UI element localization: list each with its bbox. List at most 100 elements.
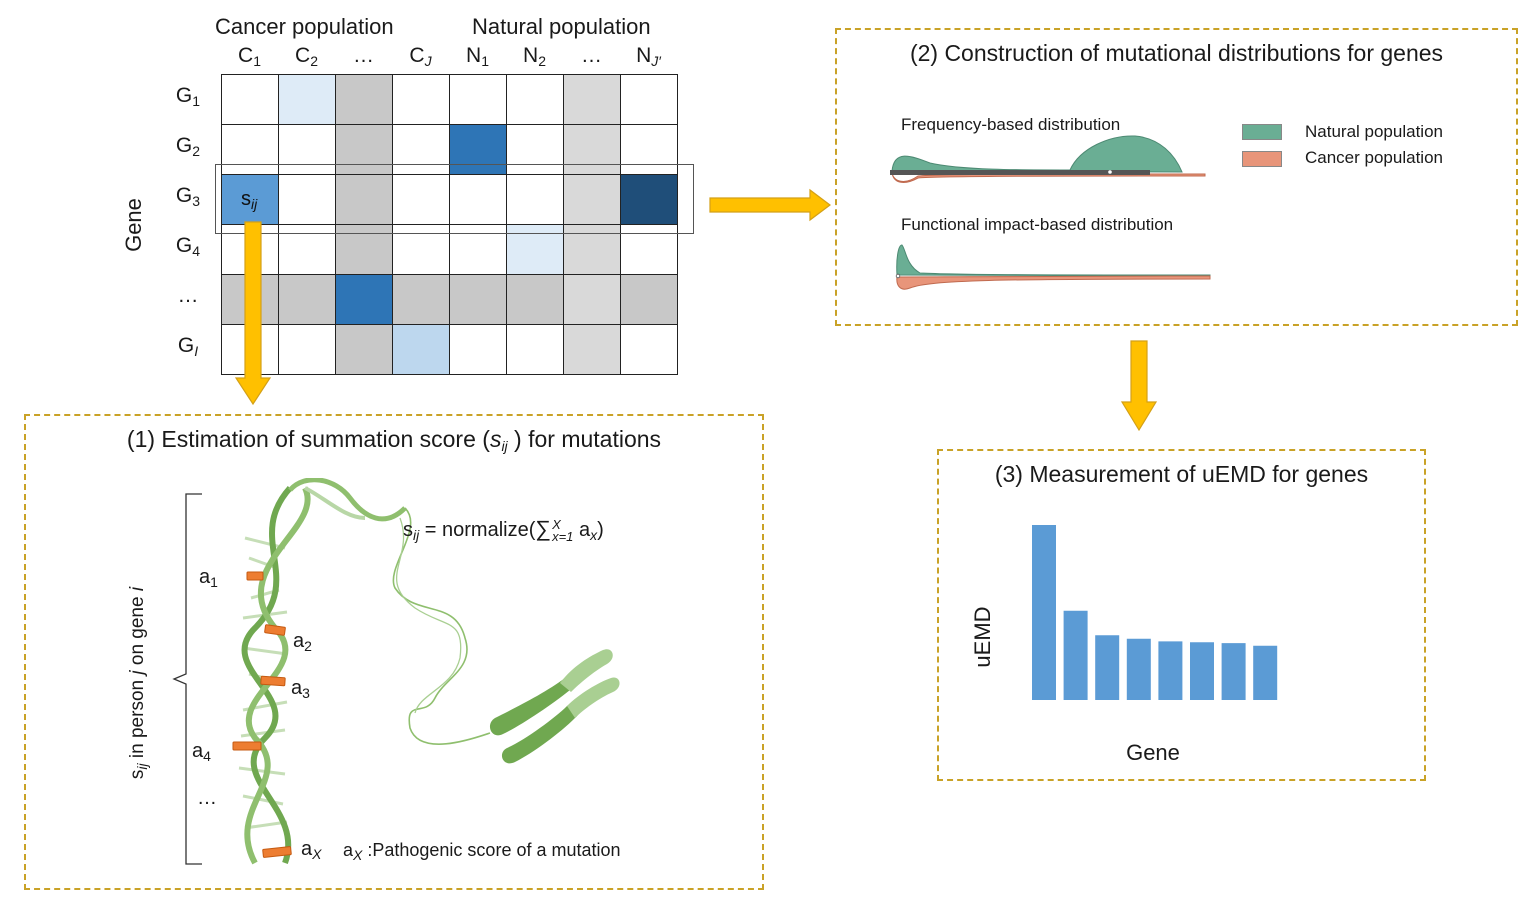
label-base: N [636, 44, 652, 67]
matrix-cell [450, 325, 507, 375]
arrow-right-to-panel2 [709, 188, 831, 222]
matrix-cell [507, 175, 564, 225]
matrix-cell [564, 175, 621, 225]
label-base: G [175, 134, 193, 157]
frequency-box [890, 170, 1150, 175]
matrix-cell [279, 125, 336, 175]
column-header: N1 [449, 44, 506, 69]
matrix-cell [507, 325, 564, 375]
uemd-bar [1032, 525, 1056, 700]
column-header: C2 [278, 44, 335, 69]
mutation-annotation: aX [301, 838, 321, 862]
column-header: N2 [506, 44, 563, 69]
matrix-cell [393, 125, 450, 175]
pathogenic-score-legend: aX :Pathogenic score of a mutation [343, 840, 621, 863]
functional-distribution-label: Functional impact-based distribution [901, 215, 1174, 234]
sij-cell-label: sij [241, 188, 257, 212]
uemd-bar-chart [1032, 525, 1278, 700]
mutation-marker-2 [264, 624, 286, 636]
matrix-cell [279, 75, 336, 125]
mutation-annotation: a3 [291, 677, 310, 701]
column-header: … [563, 44, 620, 68]
matrix-cell [279, 175, 336, 225]
functional-cancer-half [896, 275, 1211, 290]
column-header: C1 [221, 44, 278, 69]
label-base: a [293, 630, 305, 652]
legend-label: Cancer population [1305, 148, 1443, 167]
mutation-annotation: a1 [199, 566, 218, 590]
dna-illustration [232, 478, 620, 865]
matrix-cell [393, 75, 450, 125]
label-subscript: I [194, 343, 199, 359]
panel-1-title: (1) Estimation of summation score (sij )… [126, 426, 662, 454]
matrix-cell [507, 125, 564, 175]
label-base: a [199, 566, 211, 588]
uemd-bar [1063, 610, 1088, 700]
matrix-cell [222, 125, 279, 175]
brace [172, 493, 202, 865]
label-subscript: 2 [304, 638, 312, 654]
uemd-bar [1253, 645, 1278, 700]
matrix-cell [336, 75, 393, 125]
frequency-natural-half [891, 135, 1183, 173]
label-subscript: 2 [538, 53, 546, 69]
matrix-cell [507, 75, 564, 125]
matrix-cell [450, 275, 507, 325]
matrix-cell [450, 75, 507, 125]
arrow-down-to-panel1 [234, 221, 272, 406]
label-base: … [197, 787, 217, 809]
label-base: G [175, 184, 193, 207]
matrix-cell [336, 125, 393, 175]
label-subscript: J [424, 53, 432, 69]
row-header: G4 [168, 234, 208, 259]
matrix-cell [336, 325, 393, 375]
matrix-cell [336, 175, 393, 225]
legend-label: Natural population [1305, 122, 1443, 141]
brace-label: sij in person j on gene i [127, 586, 150, 780]
mutation-markers [232, 571, 292, 858]
functional-violin [895, 244, 1211, 290]
column-header: … [335, 44, 392, 68]
label-subscript: 1 [210, 574, 218, 590]
label-base: C [295, 44, 311, 67]
label-subscript: 2 [310, 53, 318, 69]
uemd-bar [1095, 635, 1120, 700]
row-header: GI [168, 334, 208, 359]
label-subscript: 4 [203, 748, 211, 764]
matrix-cell [621, 75, 678, 125]
sij-base: s [241, 188, 251, 210]
label-base: N [523, 44, 539, 67]
row-header: G1 [168, 84, 208, 109]
row-header: G2 [168, 134, 208, 159]
matrix-cell [450, 175, 507, 225]
panel-1-box [24, 414, 764, 890]
matrix-cell [564, 275, 621, 325]
label-subscript: X [312, 846, 322, 862]
chromosome-icon [489, 649, 620, 764]
mutation-annotation: a2 [293, 630, 312, 654]
functional-natural-half [896, 244, 1211, 277]
label-base: G [175, 234, 193, 257]
matrix-cell [279, 325, 336, 375]
label-base: G [177, 334, 195, 357]
label-subscript: 3 [302, 685, 310, 701]
gene-x-axis-label: Gene [1126, 740, 1180, 765]
matrix-cell [564, 125, 621, 175]
label-subscript: 3 [192, 193, 201, 209]
matrix-cell [279, 275, 336, 325]
label-base: C [409, 44, 425, 67]
dna-strand-b [244, 486, 311, 865]
label-base: a [301, 838, 313, 860]
natural-population-label: Natural population [472, 14, 651, 39]
label-base: C [238, 44, 254, 67]
matrix-cell [222, 75, 279, 125]
matrix-cell: sij [222, 175, 279, 225]
matrix-cell [621, 325, 678, 375]
matrix-cell [564, 325, 621, 375]
label-base: N [466, 44, 482, 67]
mutation-annotation: a4 [192, 740, 211, 764]
distribution-plots [890, 135, 1211, 290]
mutation-annotation: … [197, 787, 217, 810]
cancer-population-label: Cancer population [215, 14, 394, 39]
mutation-marker-1 [246, 571, 264, 581]
